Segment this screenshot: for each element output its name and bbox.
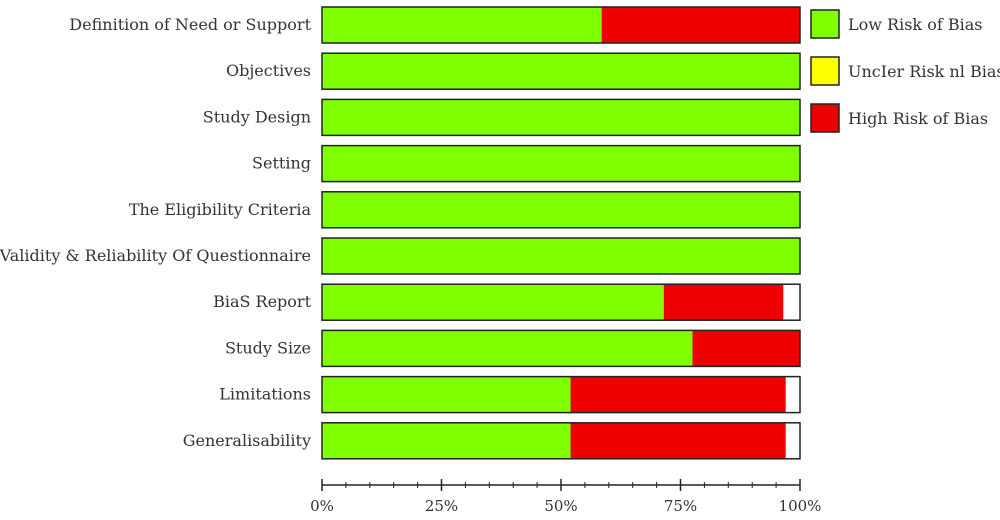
bar-segment-limitations-low-risk-of-bias	[322, 376, 571, 413]
category-label-limitations: Limitations	[219, 385, 311, 404]
bar-outline-definition-of-need-or-support	[321, 6, 801, 44]
legend: Low Risk of Bias UncIer Risk nl Bias High …	[810, 9, 1000, 133]
bar-segment-bias-report-low-risk-of-bias	[322, 284, 664, 321]
category-label-generalisability: Generalisability	[183, 431, 311, 450]
category-label-study-design: Study Design	[203, 107, 311, 126]
legend-swatch-low-risk-of-bias	[810, 9, 840, 39]
category-label-validity-reliability-of-questionnaire: Validity & Reliability Of Questionnaire	[0, 246, 311, 265]
x-tick-label-3: 75%	[664, 497, 697, 515]
bar-segment-study-size-high-risk-of-bias	[692, 330, 800, 367]
bars-group	[321, 6, 801, 460]
bar-segment-objectives-low-risk-of-bias	[322, 53, 800, 90]
legend-label-high-risk-of-bias: High Risk of Bias	[848, 109, 988, 128]
bar-segment-definition-of-need-or-support-low-risk-of-bias	[322, 7, 602, 43]
bar-outline-limitations	[321, 375, 801, 414]
category-label-bias-report: BiaS Report	[213, 292, 312, 311]
x-tick-label-2: 50%	[544, 497, 577, 515]
category-label-the-eligibility-criteria: The Eligibility Criteria	[129, 200, 312, 219]
x-tick-label-0: 0%	[310, 497, 334, 515]
bar-segment-setting-low-risk-of-bias	[322, 145, 800, 182]
bar-segment-generalisability-high-risk-of-bias	[570, 422, 786, 459]
bar-outline-study-size	[321, 329, 801, 368]
legend-label-low-risk-of-bias: Low Risk of Bias	[848, 15, 982, 34]
bar-outline-validity-reliability-of-questionnaire	[321, 237, 801, 275]
bar-segment-generalisability-low-risk-of-bias	[322, 422, 571, 459]
legend-label-uncier-risk-nl-bias: UncIer Risk nl Bias	[848, 62, 1000, 81]
bar-outline-bias-report	[321, 283, 801, 321]
legend-swatch-uncier-risk-nl-bias	[810, 56, 840, 86]
bar-segment-definition-of-need-or-support-high-risk-of-bias	[601, 7, 800, 43]
bar-outline-setting	[321, 144, 801, 183]
category-label-setting: Setting	[252, 154, 311, 173]
bar-segment-study-size-low-risk-of-bias	[322, 330, 693, 367]
category-labels: Definition of Need or Support Objectives S…	[0, 15, 312, 450]
category-label-study-size: Study Size	[225, 338, 311, 357]
category-label-objectives: Objectives	[226, 61, 311, 80]
bar-segment-validity-reliability-of-questionnaire-low-risk-of-bias	[322, 238, 800, 274]
legend-swatch-high-risk-of-bias	[810, 103, 840, 133]
bar-segment-bias-report-high-risk-of-bias	[663, 284, 784, 321]
category-label-definition-of-need-or-support: Definition of Need or Support	[69, 15, 311, 34]
bar-segment-the-eligibility-criteria-low-risk-of-bias	[322, 191, 800, 228]
x-tick-label-4: 100%	[779, 497, 822, 515]
bar-outline-generalisability	[321, 422, 801, 460]
bar-outline-study-design	[321, 98, 801, 137]
x-tick-label-1: 25%	[425, 497, 458, 515]
bar-segment-study-design-low-risk-of-bias	[322, 99, 800, 136]
bar-segment-limitations-high-risk-of-bias	[570, 376, 786, 413]
bar-outline-objectives	[321, 52, 801, 90]
bar-outline-the-eligibility-criteria	[321, 191, 801, 229]
x-axis: 0% 25% 50% 75% 100%	[310, 479, 821, 515]
